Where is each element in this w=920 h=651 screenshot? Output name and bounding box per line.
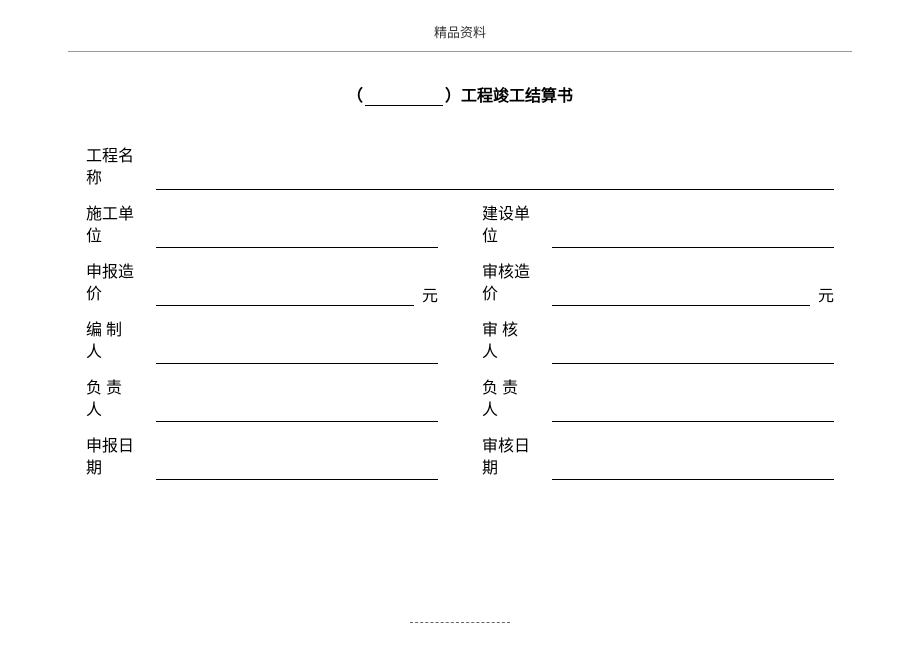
title-blank-underline: [365, 88, 443, 106]
watermark-text: 精品资料: [434, 25, 486, 40]
underline-audited-cost: [552, 286, 810, 306]
col-construction-unit: 施工单 位: [86, 204, 438, 248]
underline-auditor: [552, 344, 834, 364]
col-audited-cost: 审核造 价 元: [482, 262, 834, 306]
underline-declared-cost: [156, 286, 414, 306]
col-declare-date: 申报日 期: [86, 436, 438, 480]
label-compiler: 编 制 人: [86, 320, 148, 364]
label-declared-cost: 申报造 价: [86, 262, 148, 306]
underline-responsible-right: [552, 402, 834, 422]
label-build-unit: 建设单 位: [482, 204, 544, 248]
label-auditor: 审 核 人: [482, 320, 544, 364]
row-units: 施工单 位 建设单 位: [86, 204, 834, 248]
underline-build-unit: [552, 228, 834, 248]
header-divider: [68, 51, 852, 52]
label-project-name: 工程名 称: [86, 146, 148, 190]
col-responsible-left: 负 责 人: [86, 378, 438, 422]
col-declared-cost: 申报造 价 元: [86, 262, 438, 306]
title-text: 工程竣工结算书: [461, 88, 573, 105]
underline-declare-date: [156, 460, 438, 480]
row-persons-2: 负 责 人 负 责 人: [86, 378, 834, 422]
row-dates: 申报日 期 审核日 期: [86, 436, 834, 480]
col-compiler: 编 制 人: [86, 320, 438, 364]
form-area: 工程名 称 施工单 位 建设单 位 申报造 价: [86, 146, 834, 480]
underline-construction-unit: [156, 228, 438, 248]
label-audited-cost: 审核造 价: [482, 262, 544, 306]
col-build-unit: 建设单 位: [482, 204, 834, 248]
row-costs: 申报造 价 元 审核造 价 元: [86, 262, 834, 306]
title-paren-left: （: [347, 88, 363, 105]
underline-responsible-left: [156, 402, 438, 422]
footer-dashed-line: [410, 622, 510, 623]
label-audit-date: 审核日 期: [482, 436, 544, 480]
page-header-watermark: 精品资料: [0, 0, 920, 41]
label-responsible-right: 负 责 人: [482, 378, 544, 422]
row-persons-1: 编 制 人 审 核 人: [86, 320, 834, 364]
suffix-audited-cost: 元: [818, 282, 834, 306]
underline-project-name: [156, 170, 834, 190]
underline-compiler: [156, 344, 438, 364]
row-project-name: 工程名 称: [86, 146, 834, 190]
document-title: （ ）工程竣工结算书: [0, 82, 920, 106]
suffix-declared-cost: 元: [422, 282, 438, 306]
label-construction-unit: 施工单 位: [86, 204, 148, 248]
label-declare-date: 申报日 期: [86, 436, 148, 480]
label-responsible-left: 负 责 人: [86, 378, 148, 422]
col-auditor: 审 核 人: [482, 320, 834, 364]
col-responsible-right: 负 责 人: [482, 378, 834, 422]
title-paren-right: ）: [445, 88, 461, 105]
col-audit-date: 审核日 期: [482, 436, 834, 480]
underline-audit-date: [552, 460, 834, 480]
